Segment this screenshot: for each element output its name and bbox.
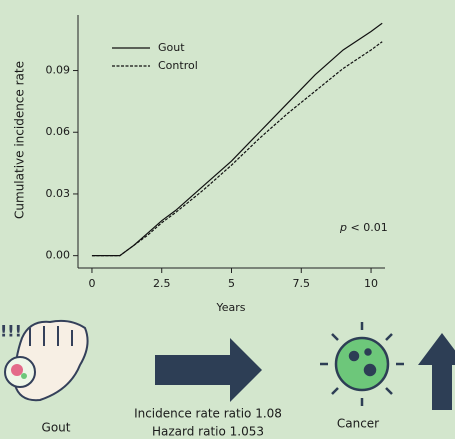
graphical-abstract: Cumulative incidence rate Years p < 0.01…	[0, 0, 455, 439]
y-tick-label: 0.03	[46, 187, 71, 200]
irr-text: Incidence rate ratio 1.08	[134, 407, 282, 421]
legend-label: Control	[158, 59, 198, 72]
p-symbol: p	[339, 221, 347, 234]
right-arrow	[155, 338, 262, 402]
y-tick-label: 0.00	[46, 249, 71, 262]
x-tick-label: 5	[228, 277, 235, 290]
x-tick-label: 7.5	[293, 277, 311, 290]
legend-label: Gout	[158, 41, 185, 54]
series-line	[92, 42, 382, 256]
x-axis-title: Years	[215, 301, 245, 314]
alert-text: !!!	[0, 322, 22, 341]
x-tick-label: 2.5	[153, 277, 171, 290]
series-line	[92, 23, 382, 255]
y-tick-label: 0.06	[46, 125, 71, 138]
x-tick-label: 10	[364, 277, 378, 290]
p-text: < 0.01	[350, 221, 387, 234]
outcome-label: Cancer	[337, 417, 379, 431]
exposure-label: Gout	[42, 421, 71, 435]
x-tick-label: 0	[88, 277, 95, 290]
p-value: p < 0.01	[339, 221, 388, 234]
hr-text: Hazard ratio 1.053	[152, 425, 264, 439]
y-axis-title: Cumulative incidence rate	[13, 61, 27, 219]
virus-icon	[320, 322, 404, 406]
y-tick-label: 0.09	[46, 64, 71, 77]
up-arrow	[418, 333, 455, 410]
